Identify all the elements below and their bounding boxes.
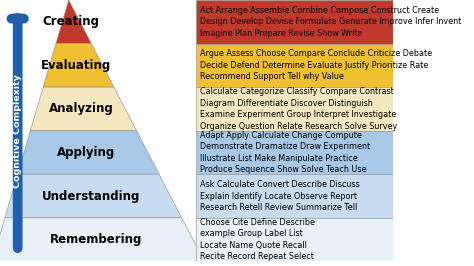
Text: Evaluating: Evaluating (41, 59, 111, 72)
Bar (196, 44, 393, 87)
Polygon shape (0, 218, 204, 261)
Text: Argue Assess Choose Compare Conclude Criticize Debate
Decide Defend Determine Ev: Argue Assess Choose Compare Conclude Cri… (201, 49, 432, 81)
Text: Remembering: Remembering (50, 233, 142, 246)
Bar (196, 218, 393, 261)
Bar (196, 174, 393, 218)
Text: Calculate Categorize Classify Compare Contrast
Diagram Differentiate Discover Di: Calculate Categorize Classify Compare Co… (201, 87, 398, 131)
Polygon shape (5, 174, 182, 218)
Bar (196, 87, 393, 131)
Text: Creating: Creating (43, 15, 100, 28)
Polygon shape (30, 87, 137, 131)
Polygon shape (18, 131, 159, 174)
Polygon shape (43, 44, 114, 87)
Bar (196, 0, 393, 44)
Text: Applying: Applying (57, 146, 115, 159)
Text: Understanding: Understanding (42, 190, 140, 202)
Bar (196, 131, 393, 174)
Text: Act Arrange Assemble Combine Compose Construct Create
Design Develop Devise Form: Act Arrange Assemble Combine Compose Con… (201, 6, 462, 38)
Text: Adapt Apply Calculate Change Compute
Demonstrate Dramatize Draw Experiment
Illus: Adapt Apply Calculate Change Compute Dem… (201, 131, 370, 174)
Text: Ask Calculate Convert Describe Discuss
Explain Identify Locate Observe Report
Re: Ask Calculate Convert Describe Discuss E… (201, 180, 360, 212)
Text: Cognitive Complexity: Cognitive Complexity (13, 74, 22, 188)
Polygon shape (56, 0, 91, 44)
Text: Choose Cite Define Describe
example Group Label List
Locate Name Quote Recall
Re: Choose Cite Define Describe example Grou… (201, 218, 315, 261)
Text: Analyzing: Analyzing (49, 102, 113, 115)
